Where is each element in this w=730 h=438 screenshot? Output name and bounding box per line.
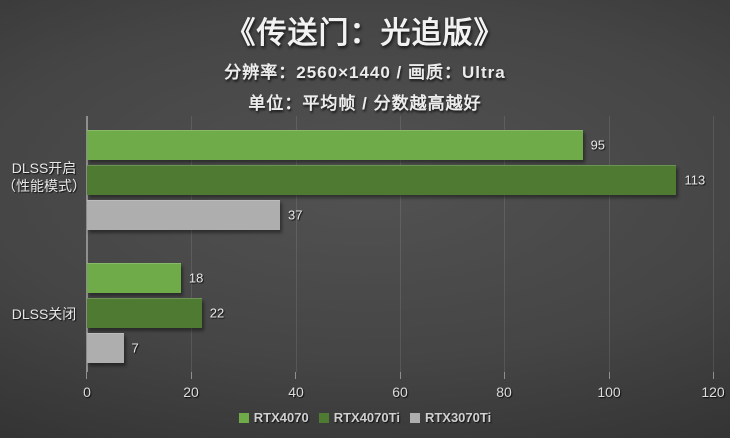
gridline-40 (295, 116, 297, 372)
bar-rtx3070ti-dlss-on[interactable] (87, 200, 281, 230)
bar-rtx4070ti-dlss-on[interactable] (87, 165, 677, 195)
legend-label: RTX4070Ti (333, 410, 400, 425)
gridline-20 (191, 116, 193, 372)
bar-value-label: 113 (684, 172, 706, 187)
legend-swatch-icon (238, 412, 249, 423)
x-tick-100 (609, 372, 610, 379)
legend: RTX4070 RTX4070Ti RTX3070Ti (0, 410, 730, 425)
x-tick-0 (86, 372, 87, 379)
x-tick-20 (191, 372, 192, 379)
bar-value-label: 37 (288, 207, 303, 222)
bar-row: 7 (87, 333, 713, 363)
bar-row: 37 (87, 200, 713, 230)
legend-label: RTX4070 (253, 410, 309, 425)
x-tick-120 (713, 372, 714, 379)
bar-row: 95 (87, 130, 713, 160)
bar-value-label: 18 (188, 270, 204, 285)
x-tick-80 (504, 372, 505, 379)
x-tick-label-80: 80 (496, 384, 512, 400)
x-tick-label-0: 0 (83, 384, 91, 400)
category-label-dlss-off: DLSS关闭 (2, 305, 86, 323)
bar-row: 18 (87, 263, 713, 293)
bar-rtx4070-dlss-on[interactable] (87, 130, 583, 160)
category-label-dlss-off-text: DLSS关闭 (11, 306, 77, 322)
legend-swatch-icon (318, 412, 329, 423)
bar-value-anchor: 18 (87, 263, 203, 292)
gridline-120 (713, 116, 714, 372)
legend-swatch-icon (409, 412, 420, 423)
gridline-80 (504, 116, 506, 372)
bar-value-anchor: 37 (87, 200, 302, 229)
chart-subtitle-unit: 单位：平均帧 / 分数越高越好 (248, 94, 482, 113)
gridline-100 (608, 116, 610, 372)
bar-group-dlss-on: 95 113 37 (87, 130, 713, 230)
x-tick-label-20: 20 (183, 384, 199, 400)
x-tick-60 (400, 372, 401, 379)
y-axis-line (86, 116, 88, 372)
x-tick-label-100: 100 (597, 384, 621, 400)
category-label-dlss-on-line2: （性能模式） (2, 178, 86, 194)
legend-label: RTX3070Ti (424, 410, 492, 425)
bar-rtx4070-dlss-off[interactable] (87, 263, 181, 293)
category-label-dlss-on-line1: DLSS开启 (11, 160, 77, 176)
x-tick-label-60: 60 (392, 384, 408, 400)
bar-value-label: 22 (209, 305, 225, 320)
bar-row: 22 (87, 298, 713, 328)
bar-value-anchor: 7 (87, 333, 139, 362)
bar-value-anchor: 22 (87, 298, 224, 327)
bar-value-label: 95 (590, 137, 606, 152)
x-tick-40 (295, 372, 296, 379)
bar-group-dlss-off: 18 22 7 (87, 263, 713, 363)
chart-subtitle-resolution: 分辨率：2560×1440 / 画质：Ultra (224, 63, 506, 82)
bar-row: 113 (87, 165, 713, 195)
plot-area: 95 113 37 18 (86, 116, 714, 372)
category-label-dlss-on: DLSS开启 （性能模式） (2, 159, 86, 195)
bar-value-anchor: 95 (87, 130, 605, 159)
legend-item-rtx4070[interactable]: RTX4070 (238, 410, 309, 425)
x-tick-label-120: 120 (701, 384, 725, 400)
chart-header: 《传送门：光追版》 分辨率：2560×1440 / 画质：Ultra 单位：平均… (0, 8, 730, 114)
bar-value-anchor: 113 (87, 165, 705, 194)
chart-title: 《传送门：光追版》 (225, 17, 505, 50)
bar-rtx3070ti-dlss-off[interactable] (87, 333, 124, 363)
gridline-60 (400, 116, 401, 372)
x-tick-label-40: 40 (288, 384, 304, 400)
bar-rtx4070ti-dlss-off[interactable] (87, 298, 202, 328)
bar-value-label: 7 (131, 340, 139, 355)
legend-item-rtx3070ti[interactable]: RTX3070Ti (409, 410, 492, 425)
legend-item-rtx4070ti[interactable]: RTX4070Ti (318, 410, 400, 425)
